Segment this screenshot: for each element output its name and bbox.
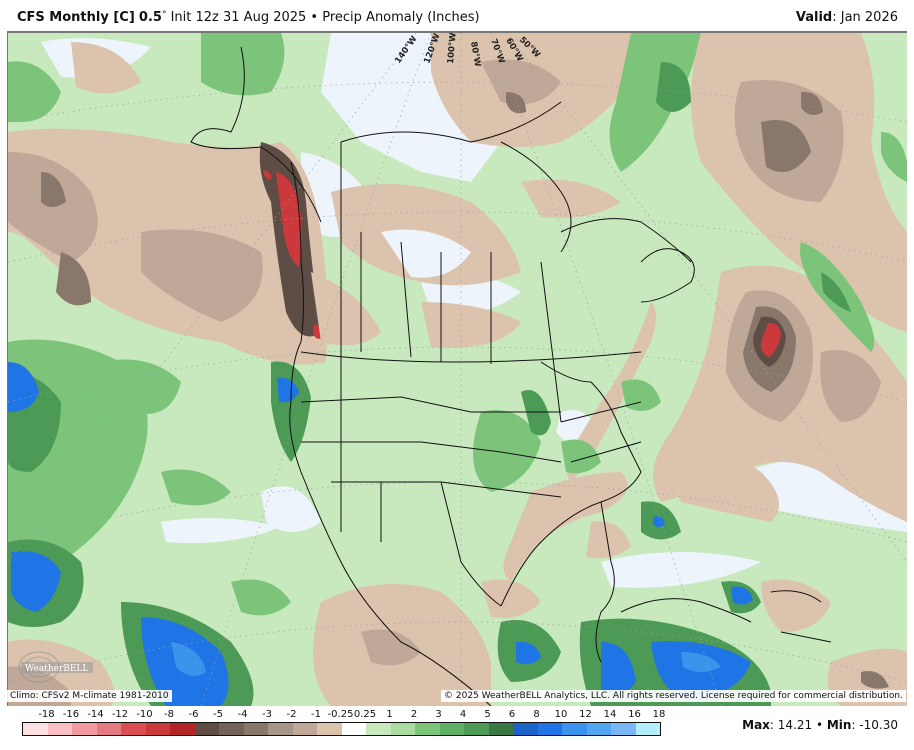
title-bar: CFS Monthly [C] 0.5° Init 12z 31 Aug 202… (0, 0, 914, 31)
legend-tick: -18 (38, 709, 55, 720)
max-min-stats: Max: 14.21 • Min: -10.30 (742, 718, 898, 732)
legend-swatch (72, 723, 97, 735)
anomaly-field: 140°W 120°W 100°W 80°W 70°W 60°W 50°W (8, 33, 907, 706)
legend-tick: 6 (508, 709, 516, 720)
legend-tick: -10 (136, 709, 153, 720)
legend-tick: 16 (628, 709, 641, 720)
legend-swatch (121, 723, 146, 735)
legend-swatch (562, 723, 587, 735)
color-legend: -18 -16 -14 -12 -10 -8 -6 -5 -4 -3 -2 -1… (22, 709, 665, 736)
legend-swatch (96, 723, 121, 735)
max-label: Max (742, 718, 770, 732)
legend-swatch (243, 723, 268, 735)
legend-swatch (611, 723, 636, 735)
min-value: : -10.30 (851, 718, 898, 732)
stats-separator: • (812, 718, 827, 732)
legend-swatch (292, 723, 317, 735)
legend-tick: -14 (87, 709, 104, 720)
legend-tick: 2 (410, 709, 418, 720)
legend-swatch (537, 723, 562, 735)
precip-anomaly-map: 140°W 120°W 100°W 80°W 70°W 60°W 50°W We… (7, 31, 907, 706)
legend-swatch (415, 723, 440, 735)
legend-tick: -3 (262, 709, 272, 720)
legend-tick: 14 (603, 709, 617, 720)
legend-swatch (268, 723, 293, 735)
legend-tick: 4 (459, 709, 467, 720)
legend-tick: -1 (311, 709, 321, 720)
legend-swatch (513, 723, 538, 735)
legend-tick: -8 (164, 709, 174, 720)
legend-color-bar (22, 722, 661, 736)
legend-tick: 3 (435, 709, 442, 720)
legend-tick: -4 (237, 709, 248, 720)
legend-swatch (439, 723, 464, 735)
legend-swatch (170, 723, 195, 735)
legend-tick: 1 (386, 709, 393, 720)
legend-tick: 12 (579, 709, 592, 720)
legend-swatch (390, 723, 415, 735)
model-name: CFS Monthly [C] (17, 10, 135, 25)
weatherbell-logo: WeatherBELL (18, 651, 93, 683)
product-name: Precip Anomaly (Inches) (322, 10, 480, 25)
valid-label: Valid (795, 10, 833, 25)
climo-note: Climo: CFSv2 M-climate 1981-2010 (7, 690, 172, 702)
valid-value: : Jan 2026 (832, 10, 898, 25)
copyright-note: © 2025 WeatherBELL Analytics, LLC. All r… (441, 690, 906, 702)
legend-tick: 0.25 (353, 709, 377, 720)
legend-tick: 5 (484, 709, 491, 720)
legend-tick: 18 (652, 709, 666, 720)
legend-swatch (635, 723, 660, 735)
legend-swatch (488, 723, 513, 735)
legend-swatch (145, 723, 170, 735)
legend-tick: -0.25 (327, 709, 354, 720)
lon-label-80w: 80°W (468, 41, 482, 68)
legend-tick: -16 (62, 709, 80, 720)
valid-time: Valid: Jan 2026 (796, 10, 898, 25)
watermark-text: WeatherBELL (25, 664, 88, 674)
legend-tick: -6 (188, 709, 199, 720)
legend-tick: 8 (533, 709, 540, 720)
degree-symbol: ° (161, 10, 167, 20)
init-time: Init 12z 31 Aug 2025 (170, 10, 307, 25)
legend-swatch (47, 723, 72, 735)
title-separator: • (310, 10, 319, 25)
legend-swatch (194, 723, 219, 735)
legend-swatch (23, 723, 48, 735)
legend-swatch (366, 723, 391, 735)
legend-swatch (464, 723, 489, 735)
min-label: Min (826, 718, 852, 732)
legend-tick: -2 (286, 709, 297, 720)
legend-swatch (317, 723, 342, 735)
legend-swatch (586, 723, 611, 735)
legend-swatch (219, 723, 244, 735)
max-value: : 14.21 (769, 718, 813, 732)
map-title: CFS Monthly [C] 0.5° Init 12z 31 Aug 202… (17, 10, 480, 25)
lon-label-100w: 100°W (446, 33, 459, 64)
legend-tick: -5 (213, 709, 223, 720)
resolution: 0.5 (138, 10, 162, 25)
legend-tick: -12 (111, 709, 129, 720)
legend-swatch (341, 723, 366, 735)
legend-tick-labels: -18 -16 -14 -12 -10 -8 -6 -5 -4 -3 -2 -1… (22, 709, 665, 721)
legend-tick: 10 (554, 709, 568, 720)
